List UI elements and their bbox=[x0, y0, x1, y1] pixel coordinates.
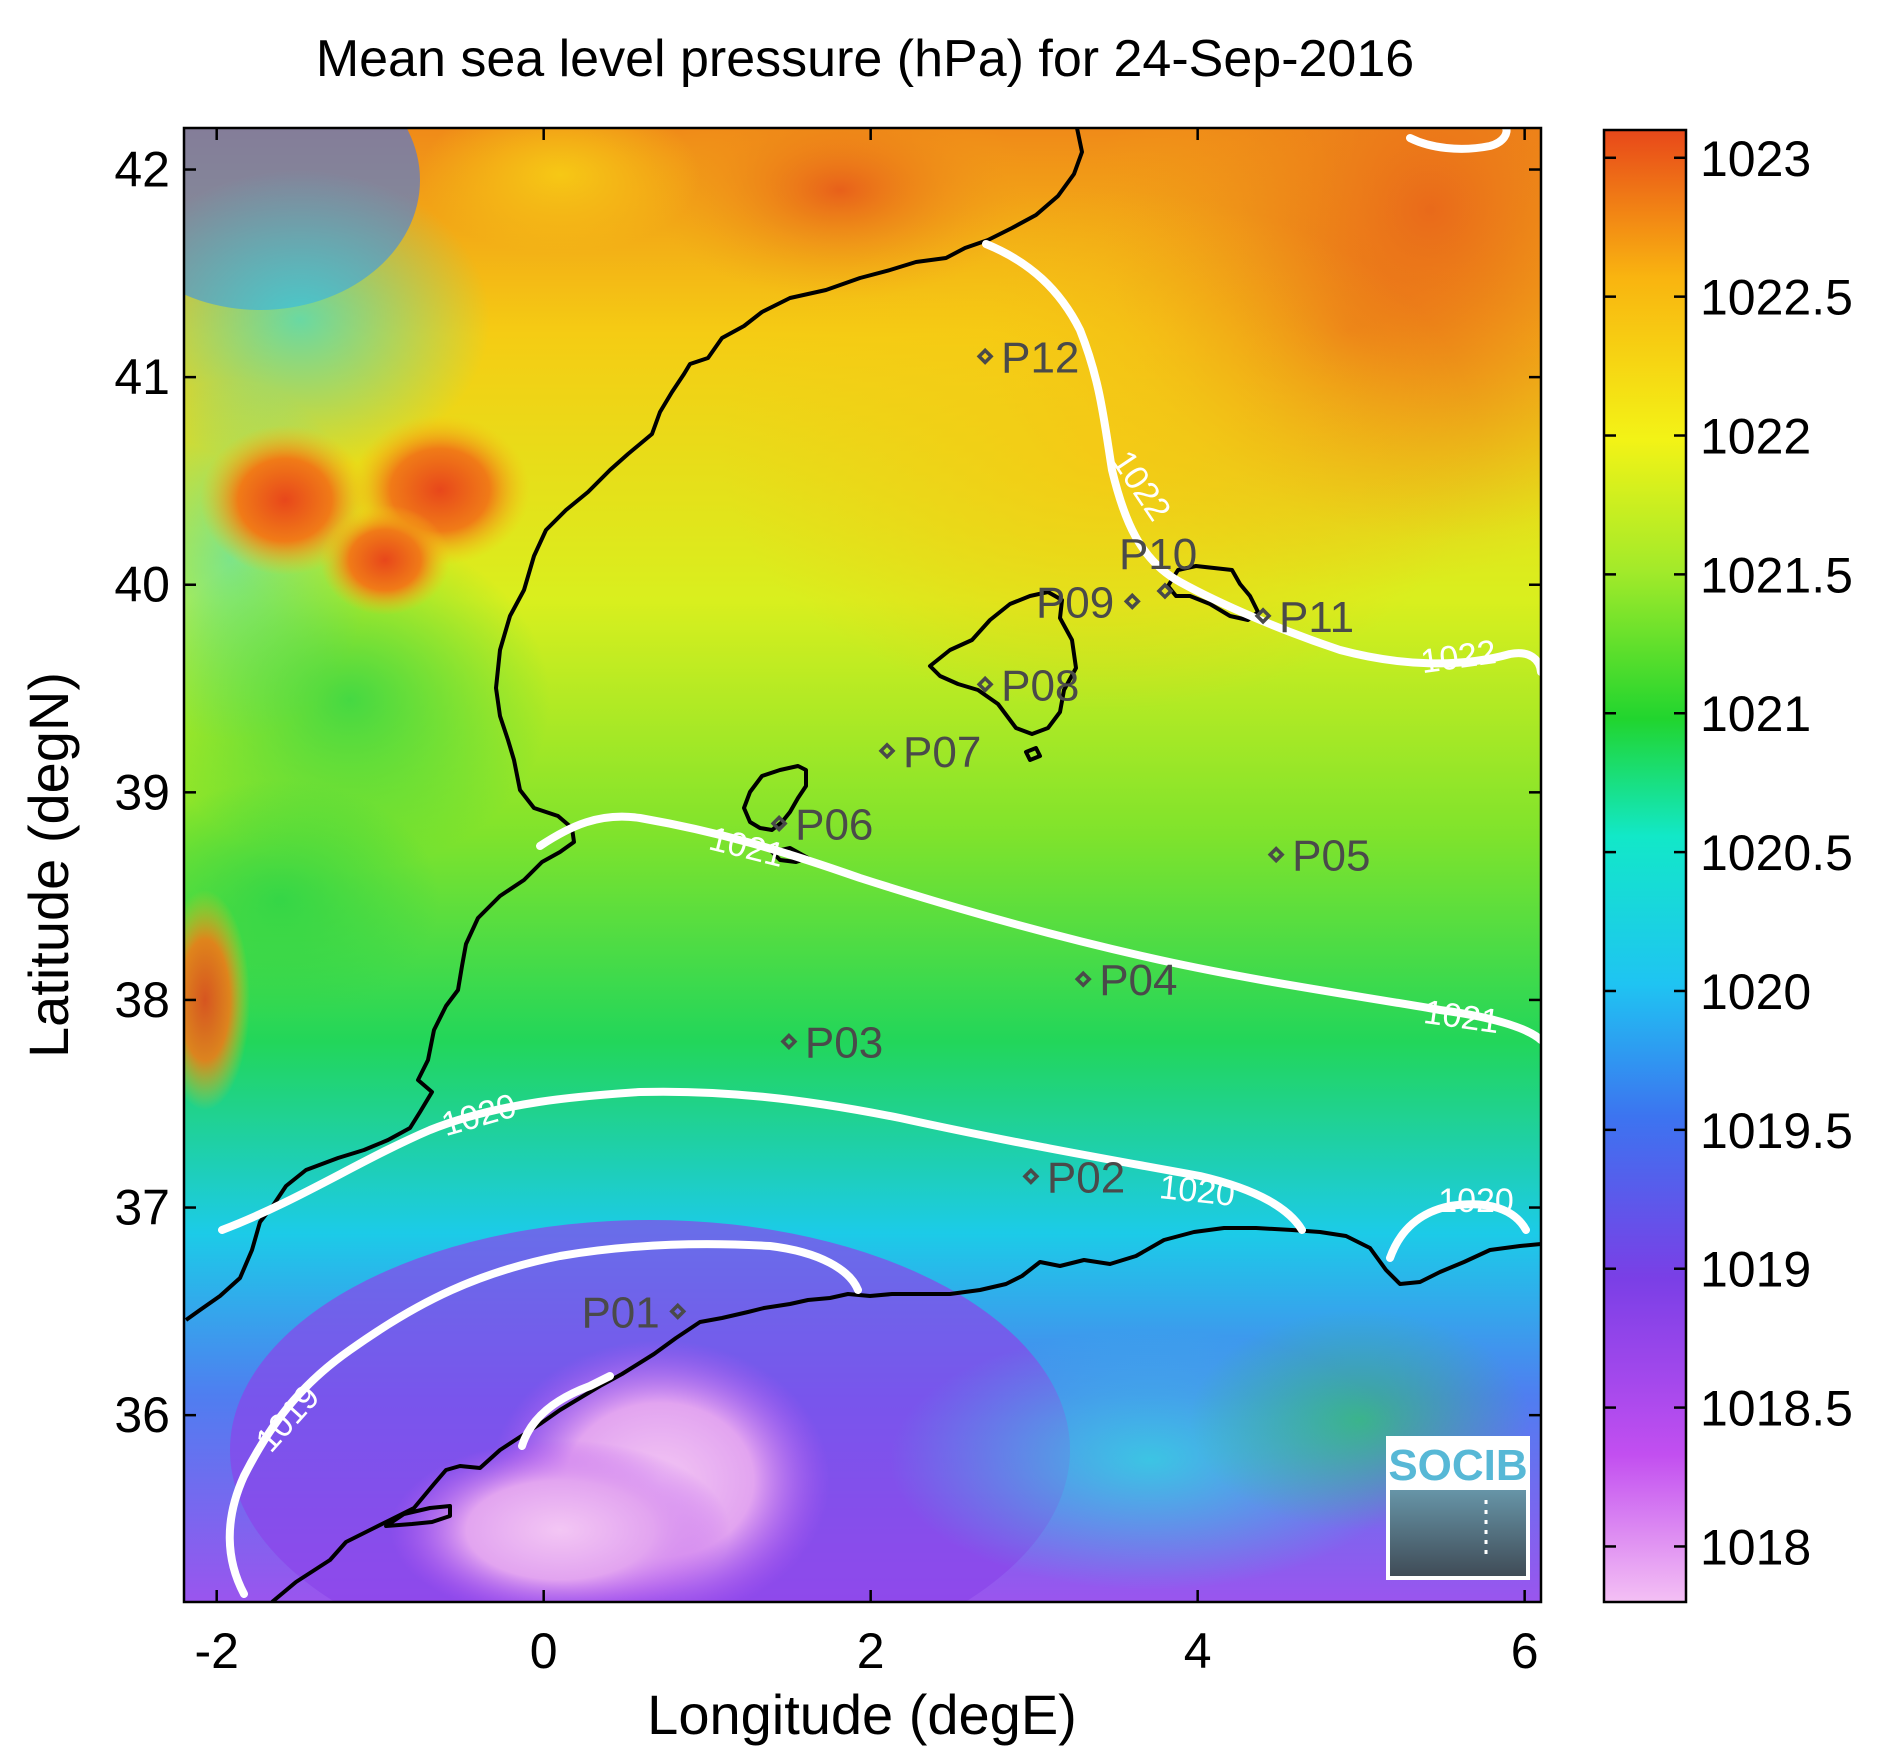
station-marker bbox=[1267, 846, 1285, 864]
station-label: P08 bbox=[1001, 661, 1079, 710]
x-tick-label: 2 bbox=[857, 1623, 885, 1679]
x-tick-label: 4 bbox=[1184, 1623, 1212, 1679]
station-label: P11 bbox=[1279, 593, 1354, 642]
isobars bbox=[218, 128, 1541, 1598]
station-p12: P12 bbox=[976, 333, 1079, 382]
y-tick-label: 39 bbox=[114, 764, 170, 820]
x-tick-label: 0 bbox=[530, 1623, 558, 1679]
station-p05: P05 bbox=[1267, 832, 1370, 881]
station-label: P07 bbox=[903, 728, 981, 777]
plot-frame bbox=[182, 126, 1543, 1604]
station-p04: P04 bbox=[1074, 956, 1178, 1005]
station-p08: P08 bbox=[976, 661, 1079, 710]
cabrera-coast bbox=[1024, 746, 1042, 762]
station-label: P12 bbox=[1001, 333, 1079, 382]
colorbar-tick-label: 1023 bbox=[1700, 131, 1811, 187]
alboran-islet bbox=[384, 1504, 452, 1528]
station-marker bbox=[669, 1302, 687, 1320]
colorbar: 1018 1018.5 1019 1019.5 1020 1020.5 1021 1021.5… bbox=[1602, 128, 1853, 1604]
africa-coast bbox=[270, 1226, 1541, 1602]
coastlines bbox=[184, 128, 1541, 1602]
station-marker bbox=[1074, 970, 1092, 988]
socib-logo-text: SOCIB bbox=[1388, 1441, 1527, 1490]
y-tick-label: 36 bbox=[114, 1387, 170, 1443]
station-marker bbox=[780, 1032, 798, 1050]
menorca-coast bbox=[1166, 564, 1260, 622]
colorbar-tick-label: 1021 bbox=[1700, 686, 1811, 742]
colorbar-tick-label: 1018 bbox=[1700, 1519, 1811, 1575]
station-marker bbox=[1123, 592, 1141, 610]
station-marker bbox=[770, 815, 788, 832]
station-label: P05 bbox=[1292, 832, 1370, 881]
x-axis-label: Longitude (degE) bbox=[647, 1683, 1077, 1746]
isobar-label-1020-east: 1020 bbox=[1438, 1182, 1514, 1220]
station-p11: P11 bbox=[1254, 593, 1354, 642]
station-marker bbox=[1022, 1167, 1040, 1185]
mallorca-coast bbox=[928, 590, 1078, 736]
isobar-1022-north bbox=[982, 240, 1541, 676]
y-tick-label: 37 bbox=[114, 1180, 170, 1236]
isobar-label-1020-mid: 1020 bbox=[1158, 1168, 1237, 1214]
station-label: P03 bbox=[805, 1018, 883, 1067]
map-title: Mean sea level pressure (hPa) for 24-Sep… bbox=[316, 30, 1414, 88]
station-p01: P01 bbox=[581, 1288, 687, 1337]
station-p03: P03 bbox=[780, 1018, 883, 1067]
station-marker bbox=[878, 742, 896, 760]
isobar-1022-corner bbox=[1406, 128, 1511, 153]
isobar-1018-coast bbox=[518, 1372, 614, 1450]
station-marker bbox=[1156, 582, 1174, 600]
isobar-1021 bbox=[536, 812, 1541, 1044]
station-label: P06 bbox=[795, 800, 873, 849]
y-tick-label: 40 bbox=[114, 557, 170, 613]
station-label: P02 bbox=[1047, 1153, 1125, 1202]
station-p10: P10 bbox=[1119, 530, 1197, 600]
station-label: P01 bbox=[581, 1288, 659, 1337]
colorbar-tick-label: 1020.5 bbox=[1700, 825, 1853, 881]
x-tick-label: -2 bbox=[194, 1623, 238, 1679]
colorbar-tick-label: 1022.5 bbox=[1700, 270, 1853, 326]
colorbar-tick-label: 1021.5 bbox=[1700, 547, 1853, 603]
station-p06: P06 bbox=[770, 800, 873, 849]
ibiza-coast bbox=[742, 764, 808, 832]
station-marker bbox=[1254, 607, 1272, 625]
y-tick-label: 38 bbox=[114, 972, 170, 1028]
colorbar-tick-label: 1019 bbox=[1700, 1242, 1811, 1298]
axis-ticks: -2 0 2 4 6 36 37 38 39 40 41 42 bbox=[114, 128, 1541, 1679]
colorbar-tick-label: 1019.5 bbox=[1700, 1103, 1853, 1159]
pressure-field bbox=[184, 128, 1541, 1602]
y-axis-label: Latitude (degN) bbox=[17, 672, 80, 1058]
x-tick-label: 6 bbox=[1511, 1623, 1539, 1679]
station-label: P09 bbox=[1036, 578, 1114, 627]
station-p07: P07 bbox=[878, 728, 981, 777]
isobar-1020-east bbox=[1386, 1200, 1530, 1262]
socib-logo: SOCIB bbox=[1386, 1436, 1530, 1580]
colorbar-tick-label: 1022 bbox=[1700, 409, 1811, 465]
station-p02: P02 bbox=[1022, 1153, 1125, 1202]
y-tick-label: 42 bbox=[114, 142, 170, 198]
colorbar-tick-label: 1018.5 bbox=[1700, 1381, 1853, 1437]
station-marker bbox=[976, 675, 994, 693]
colorbar-gradient bbox=[1602, 128, 1688, 1604]
station-label: P04 bbox=[1099, 956, 1177, 1005]
station-label: P10 bbox=[1119, 530, 1197, 579]
y-tick-label: 41 bbox=[114, 349, 170, 405]
station-marker bbox=[976, 347, 994, 365]
colorbar-tick-label: 1020 bbox=[1700, 964, 1811, 1020]
isobar-1020-west bbox=[218, 1087, 1306, 1234]
iberia-coast bbox=[184, 128, 1084, 1322]
isobar-1019 bbox=[225, 1240, 862, 1598]
colorbar-ticks: 1018 1018.5 1019 1019.5 1020 1020.5 1021 1021.5… bbox=[1604, 131, 1853, 1575]
station-p09: P09 bbox=[1036, 578, 1141, 627]
